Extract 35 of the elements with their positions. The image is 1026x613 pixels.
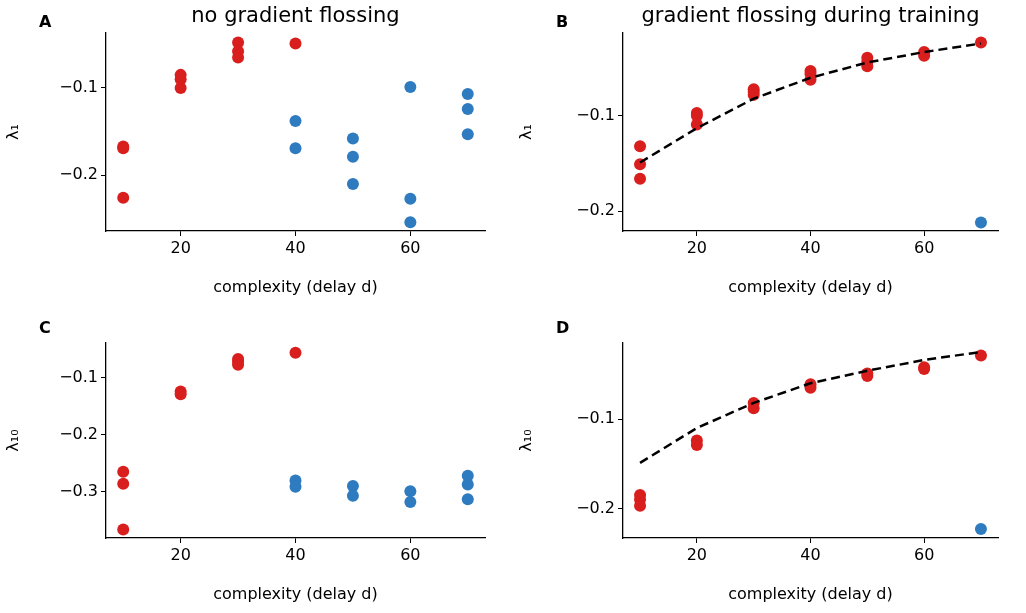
y-tick-label: −0.1 (576, 408, 615, 428)
x-tick-label: 60 (400, 237, 421, 257)
x-tick-label: 20 (170, 237, 191, 257)
text: B (556, 12, 569, 31)
x-axis-title: complexity (delay d) (728, 276, 893, 296)
y-axis-title: λ₁ (2, 124, 22, 140)
text: D (556, 318, 570, 337)
text: C (39, 318, 51, 337)
x-axis-title: complexity (delay d) (728, 583, 893, 603)
x-tick-label: 20 (170, 544, 191, 564)
y-tick-label: −0.2 (59, 423, 98, 443)
y-tick-label: −0.1 (59, 366, 98, 386)
y-tick-label: −0.1 (576, 104, 615, 124)
x-tick-label: 60 (913, 544, 935, 564)
x-tick-label: 20 (686, 237, 708, 257)
y-tick-label: −0.2 (576, 200, 615, 220)
text: A (39, 12, 52, 31)
x-tick-label: 20 (686, 544, 708, 564)
x-tick-label: 40 (285, 544, 306, 564)
x-tick-label: 60 (913, 237, 935, 257)
y-tick-label: −0.2 (59, 164, 98, 184)
y-axis-title: λ₁₀ (515, 429, 535, 452)
x-tick-label: 40 (800, 237, 821, 257)
x-tick-label: 40 (800, 544, 821, 564)
y-axis-title: λ₁₀ (2, 429, 22, 452)
x-axis-title: complexity (delay d) (213, 583, 378, 603)
x-tick-label: 40 (285, 237, 306, 257)
y-tick-label: −0.2 (576, 497, 615, 517)
x-axis-title: complexity (delay d) (213, 276, 378, 296)
chart-title: gradient flossing during training (641, 3, 980, 27)
y-axis-title: λ₁ (515, 124, 535, 140)
y-tick-label: −0.1 (59, 77, 98, 97)
y-tick-label: −0.3 (59, 480, 98, 500)
x-tick-label: 60 (400, 544, 421, 564)
chart-title: no gradient flossing (191, 3, 400, 27)
